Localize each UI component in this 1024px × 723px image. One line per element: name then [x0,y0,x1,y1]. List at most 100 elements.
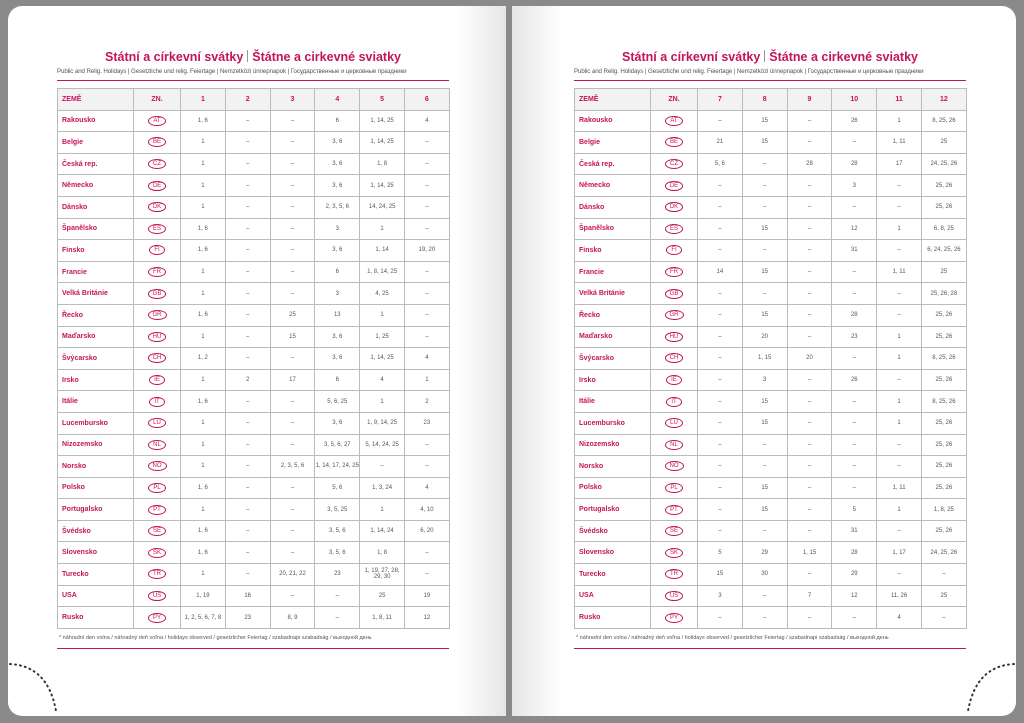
holiday-dates: – [786,303,833,327]
table-row: Polsko PL –15– –1, 11 25, 26 [574,476,967,500]
holiday-dates: 1, 15 [786,541,833,565]
table-row: Dánsko DK 1– –2, 3, 5, 6 14, 24, 25– [57,195,450,219]
holiday-dates: – [786,174,833,197]
holiday-dates: – [741,584,788,608]
holiday-dates: – [920,563,967,586]
table-row: Itálie IT 1, 6– –5, 6, 25 1 2 [57,390,450,413]
holiday-dates: 29 [741,541,788,565]
holiday-dates: 25, 26 [920,195,967,219]
country: Turecko [57,563,134,586]
holiday-dates: 25, 26 [920,519,967,543]
holiday-dates: 23 [314,563,361,586]
holiday-dates: 1 [180,152,226,176]
holiday-dates: – [786,390,833,413]
header-row: ZEMĚ ZN. 7 8 9 10 11 12 [574,88,967,111]
holiday-dates: 3, 6 [314,411,361,435]
holiday-dates: – [741,455,788,478]
holiday-dates: 1 [180,433,226,457]
header-cell: 2 [224,88,271,111]
holiday-dates: – [269,109,316,133]
holiday-dates: 1, 14, 25 [359,347,405,370]
holiday-dates: – [224,260,271,284]
country-code: SE [133,519,181,543]
header-cell: 3 [269,88,316,111]
holiday-dates: 1, 6 [180,239,226,262]
holiday-dates: – [403,282,450,305]
holiday-dates: – [269,174,316,197]
holiday-dates: 1 [876,411,922,435]
table-row: Slovensko SK 5 29 1, 15 28 1, 17 24, 25, 26 [574,541,967,565]
holiday-dates: – [269,131,316,154]
holiday-dates: – [876,519,922,543]
table-row: Francie FR 1– –6 1, 8, 14, 25– [57,260,450,284]
table-row: Maďarsko HU –20–23 1 25, 26 [574,325,967,349]
holiday-dates: 28 [786,152,833,176]
header-cell: ZEMĚ [574,88,651,111]
holiday-dates: 14 [697,260,743,284]
code-badge: PL [665,482,683,493]
holiday-dates: 4 [359,368,405,392]
country: USA [574,584,651,608]
code-badge: PL [148,482,166,493]
header-cell: 5 [359,88,405,111]
holiday-dates: 1 [180,563,226,586]
holiday-dates: 3, 5, 6 [314,519,361,543]
code-badge: IT [149,396,165,407]
holiday-dates: 3 [314,217,361,241]
holiday-dates: 6 [314,109,361,133]
holiday-dates: 1, 2 [180,347,226,370]
holiday-dates: 15 [269,325,316,349]
header-cell: 6 [403,88,450,111]
holiday-dates: 15 [741,303,788,327]
holiday-dates: – [269,433,316,457]
holiday-dates: 25, 26 [920,303,967,327]
code-badge: AT [665,115,683,126]
holiday-dates: 1 [876,390,922,413]
holiday-dates: 1 [876,217,922,241]
holiday-dates: 25, 26, 28 [920,282,967,305]
holiday-dates: 25, 26 [920,174,967,197]
holiday-dates: 28 [831,541,878,565]
code-badge: FI [666,245,682,256]
header-cell: 12 [920,88,967,111]
table-row: Finsko FI 1, 6– –3, 6 1, 14 19, 20 [57,239,450,262]
header-cell: 9 [786,88,833,111]
holiday-dates: – [403,325,450,349]
code-badge: FR [665,267,683,278]
code-badge: TR [665,569,683,580]
country: Německo [574,174,651,197]
holiday-dates: 3 [831,174,878,197]
holiday-dates: 4, 25 [359,282,405,305]
holiday-dates: 1, 6 [180,519,226,543]
table-row: Francie FR 14 15– –1, 11 25 [574,260,967,284]
holiday-dates: – [224,174,271,197]
holiday-dates: – [786,476,833,500]
holiday-dates: – [697,195,743,219]
holiday-dates: 15 [741,109,788,133]
holiday-dates: – [786,606,833,629]
table-row: Španělsko ES 1, 6– –3 1– [57,217,450,241]
holiday-dates: – [403,433,450,457]
holiday-dates: – [786,282,833,305]
holiday-dates: – [786,411,833,435]
holiday-dates: 1, 11 [876,476,922,500]
holiday-dates: 12 [831,584,878,608]
subtitle: Public and Relig. Holidays | Gesetzliche… [57,68,449,81]
holiday-dates: 5 [831,498,878,521]
holiday-dates: 1 [359,498,405,521]
holiday-dates: 25 [920,584,967,608]
holiday-dates: – [876,282,922,305]
country-code: GR [650,303,698,327]
holiday-dates: – [269,498,316,521]
code-badge: BE [147,137,166,148]
country: Itálie [57,390,134,413]
country: Norsko [574,455,651,478]
holiday-dates: – [876,433,922,457]
holiday-dates: 1 [180,498,226,521]
holiday-dates: 20 [786,347,833,370]
holiday-dates: – [831,476,878,500]
country: Portugalsko [574,498,651,521]
holiday-dates: 1, 8, 25 [920,498,967,521]
holiday-dates: 1 [359,217,405,241]
holiday-dates: 11, 26 [876,584,922,608]
